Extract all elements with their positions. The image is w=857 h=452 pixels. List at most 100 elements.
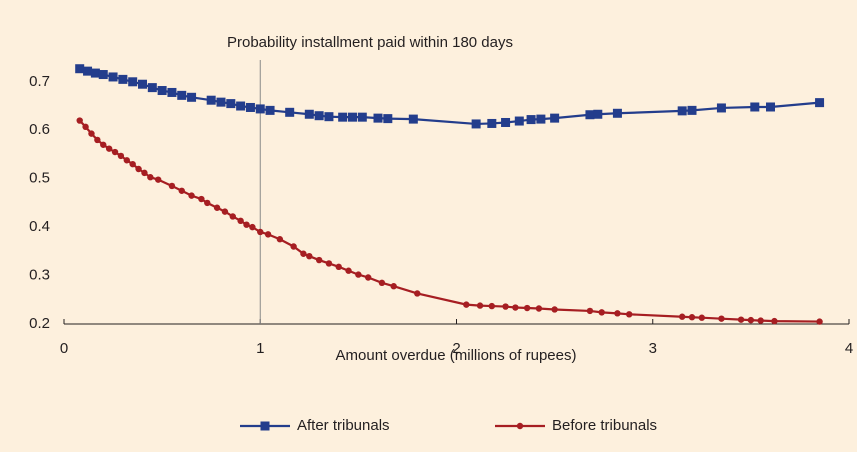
data-point xyxy=(757,317,764,324)
data-point xyxy=(83,66,93,76)
data-point xyxy=(501,117,511,127)
data-point xyxy=(355,271,362,278)
data-point xyxy=(593,109,603,119)
data-point xyxy=(306,252,313,260)
data-point xyxy=(476,302,484,309)
data-point xyxy=(390,283,397,290)
data-point xyxy=(347,112,357,122)
data-point xyxy=(257,228,264,236)
data-point xyxy=(612,108,622,118)
data-point xyxy=(147,83,157,93)
data-point xyxy=(471,119,481,129)
data-point xyxy=(551,306,558,313)
data-point xyxy=(414,290,421,297)
data-point xyxy=(178,187,185,194)
data-point xyxy=(598,309,605,316)
data-point xyxy=(249,223,256,231)
data-point xyxy=(216,97,226,107)
y-tick-label: 0.7 xyxy=(29,73,50,90)
data-point xyxy=(177,90,187,100)
data-point xyxy=(378,279,386,287)
data-point xyxy=(111,148,119,156)
data-point xyxy=(117,152,125,160)
x-tick-label: 3 xyxy=(649,340,657,357)
x-tick-label: 2 xyxy=(452,340,460,357)
chart-title: Probability installment paid within 180 … xyxy=(227,34,513,51)
data-point xyxy=(243,221,250,228)
data-point xyxy=(94,136,101,144)
data-point xyxy=(487,118,497,128)
data-point xyxy=(408,114,418,124)
y-tick-label: 0.5 xyxy=(29,170,50,187)
data-point xyxy=(82,123,89,131)
data-point xyxy=(135,165,142,173)
data-point xyxy=(129,160,136,168)
data-point xyxy=(285,107,295,117)
x-tick-label: 4 xyxy=(845,340,853,357)
data-point xyxy=(750,102,760,112)
data-point xyxy=(157,86,167,96)
data-point xyxy=(265,105,275,115)
data-point xyxy=(123,157,130,164)
data-point xyxy=(300,250,307,257)
x-tick-label: 1 xyxy=(256,340,264,357)
data-point xyxy=(338,112,348,122)
data-point xyxy=(364,274,372,281)
data-point xyxy=(536,114,546,124)
series-line xyxy=(78,119,820,323)
data-point xyxy=(138,79,147,89)
x-axis-label: Amount overdue (millions of rupees) xyxy=(336,347,577,364)
data-point xyxy=(335,263,342,271)
data-point xyxy=(105,145,113,152)
data-point xyxy=(290,243,297,250)
data-point xyxy=(147,174,154,181)
data-point xyxy=(345,267,352,274)
data-point xyxy=(75,64,85,74)
data-point xyxy=(747,316,755,324)
data-point xyxy=(167,87,177,97)
x-tick-label: 0 xyxy=(60,340,68,357)
data-point xyxy=(523,304,531,312)
data-point xyxy=(626,311,633,318)
data-point xyxy=(187,92,197,102)
data-point xyxy=(204,199,211,207)
legend-label: Before tribunals xyxy=(552,417,657,434)
data-point xyxy=(614,310,621,317)
data-point xyxy=(236,101,246,111)
data-point xyxy=(88,130,95,137)
data-point xyxy=(698,314,706,321)
data-point xyxy=(488,302,496,310)
data-point xyxy=(816,318,823,325)
data-point xyxy=(188,192,195,199)
data-point xyxy=(245,102,255,112)
data-point xyxy=(206,95,216,105)
data-point xyxy=(141,169,148,177)
data-point xyxy=(237,217,244,225)
legend-marker xyxy=(260,421,270,431)
data-point xyxy=(586,307,594,315)
data-point xyxy=(718,315,725,322)
data-point xyxy=(688,314,696,321)
data-point xyxy=(324,112,334,122)
data-point xyxy=(314,111,324,121)
data-point xyxy=(502,303,509,310)
data-point xyxy=(226,99,236,109)
y-tick-label: 0.6 xyxy=(29,121,50,138)
data-point xyxy=(512,304,519,311)
y-tick-label: 0.4 xyxy=(29,218,50,235)
data-point xyxy=(118,74,128,84)
data-point xyxy=(229,213,236,220)
data-point xyxy=(90,68,100,78)
data-point xyxy=(463,301,470,308)
data-point xyxy=(535,305,543,312)
legend-label: After tribunals xyxy=(297,417,390,434)
data-point xyxy=(737,316,745,323)
data-point xyxy=(255,104,265,114)
legend-marker xyxy=(516,422,524,430)
data-point xyxy=(76,117,83,124)
data-point xyxy=(678,313,686,320)
data-point xyxy=(264,231,272,238)
data-point xyxy=(677,106,687,116)
data-point xyxy=(100,141,107,148)
